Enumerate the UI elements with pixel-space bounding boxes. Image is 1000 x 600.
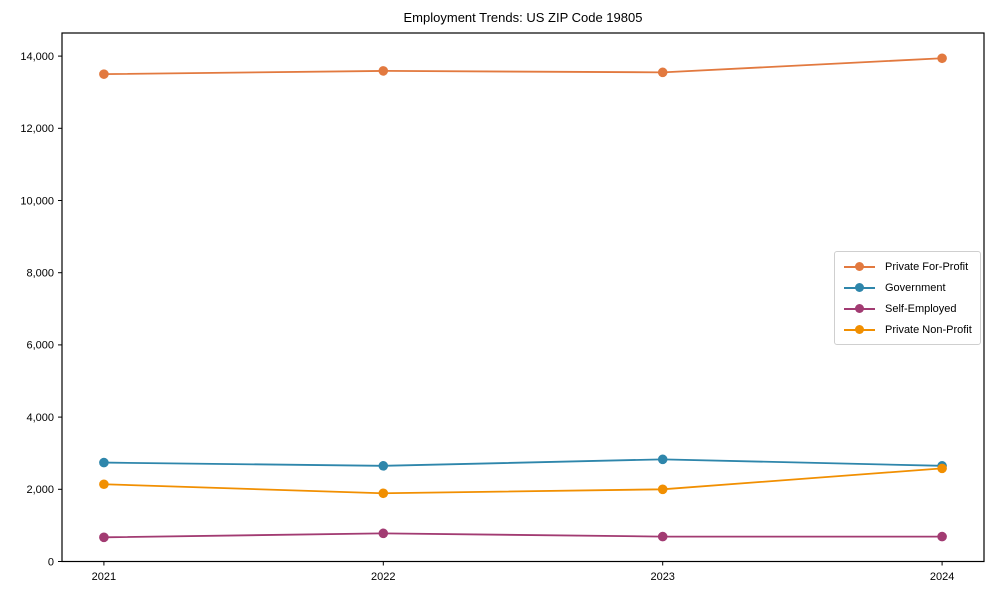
x-tick-label: 2021 xyxy=(92,571,116,583)
series-line-private-for-profit xyxy=(103,57,943,76)
x-tick-label: 2024 xyxy=(930,571,954,583)
data-point-government-2022 xyxy=(378,461,389,471)
x-tick-label: 2023 xyxy=(650,571,674,583)
plot-border xyxy=(61,32,985,563)
data-point-self-employed-2021 xyxy=(99,532,109,543)
data-point-private-non-profit-2022 xyxy=(378,488,389,499)
series-line-government xyxy=(103,458,943,467)
y-tick-label: 2,000 xyxy=(26,484,54,496)
x-tick-label: 2022 xyxy=(371,571,395,583)
series-line-private-non-profit xyxy=(103,467,943,495)
series-line-self-employed xyxy=(103,532,943,539)
data-point-self-employed-2022 xyxy=(378,528,389,539)
legend-swatch-government xyxy=(844,282,875,293)
legend-swatch-private-non-profit xyxy=(844,324,875,335)
y-tick-label: 6,000 xyxy=(26,340,54,352)
data-point-government-2021 xyxy=(99,457,109,468)
data-point-private-for-profit-2022 xyxy=(378,66,389,76)
y-tick-label: 14,000 xyxy=(20,51,54,63)
data-point-private-non-profit-2021 xyxy=(99,479,109,490)
legend-item-private-non-profit: Private Non-Profit xyxy=(835,319,980,340)
y-tick-label: 10,000 xyxy=(20,195,54,207)
legend-item-self-employed: Self-Employed xyxy=(835,298,980,319)
y-tick-label: 12,000 xyxy=(20,123,54,135)
y-tick-label: 8,000 xyxy=(26,268,54,280)
y-tick-label: 4,000 xyxy=(26,412,54,424)
legend-swatch-self-employed xyxy=(844,303,875,314)
y-tick-label: 0 xyxy=(48,556,54,568)
data-point-government-2023 xyxy=(657,454,668,465)
data-point-private-non-profit-2023 xyxy=(657,484,668,495)
data-point-private-non-profit-2024 xyxy=(937,463,947,474)
data-point-private-for-profit-2021 xyxy=(99,69,109,79)
legend-label-government: Government xyxy=(885,281,946,294)
chart-title: Employment Trends: US ZIP Code 19805 xyxy=(403,10,643,25)
legend-label-private-for-profit: Private For-Profit xyxy=(885,260,969,273)
data-point-self-employed-2023 xyxy=(657,531,668,542)
data-point-private-for-profit-2024 xyxy=(937,53,947,64)
data-point-private-for-profit-2023 xyxy=(657,67,668,78)
legend: Private For-Profit Government Self-Emplo… xyxy=(834,251,981,345)
data-point-self-employed-2024 xyxy=(937,531,947,542)
legend-item-private-for-profit: Private For-Profit xyxy=(835,256,980,277)
legend-label-private-non-profit: Private Non-Profit xyxy=(885,323,972,336)
legend-label-self-employed: Self-Employed xyxy=(885,302,957,315)
legend-swatch-private-for-profit xyxy=(844,261,875,272)
legend-item-government: Government xyxy=(835,277,980,298)
